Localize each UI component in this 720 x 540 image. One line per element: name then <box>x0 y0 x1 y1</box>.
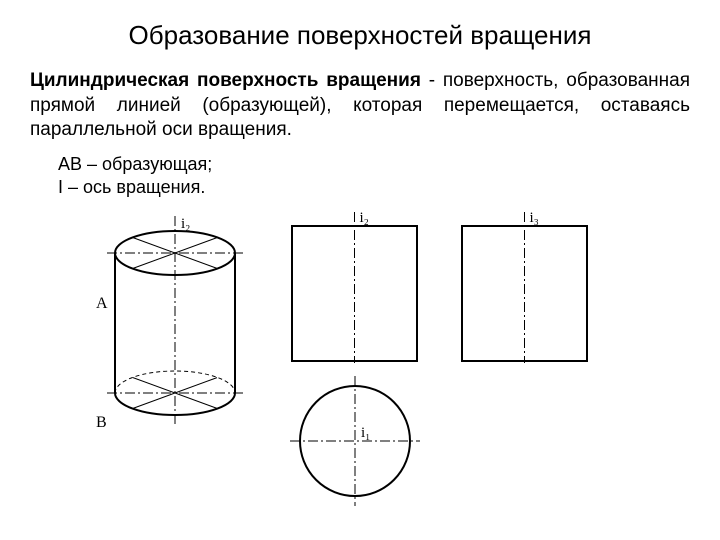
svg-text:i₂: i₂ <box>181 216 190 232</box>
rect-i2-svg: i₂ <box>280 208 430 363</box>
description: Цилиндрическая поверхность вращения - по… <box>30 69 690 143</box>
rect-i3-svg: i₃ <box>450 208 600 363</box>
cylinder-figure: i₂ A B <box>90 208 260 508</box>
page-title: Образование поверхностей вращения <box>30 20 690 51</box>
notes: АВ – образующая; I – ось вращения. <box>58 153 690 200</box>
svg-text:i₃: i₃ <box>530 210 539 226</box>
figures-container: i₂ A B i₂ i₃ i₁ <box>90 208 690 508</box>
svg-text:i₂: i₂ <box>360 210 369 226</box>
projection-rects: i₂ i₃ <box>280 208 600 363</box>
svg-text:B: B <box>96 414 107 431</box>
cylinder-svg: i₂ A B <box>90 208 260 438</box>
desc-bold: Цилиндрическая поверхность вращения <box>30 70 421 91</box>
svg-text:A: A <box>96 295 108 312</box>
right-figures: i₂ i₃ i₁ <box>280 208 600 508</box>
note-2: I – ось вращения. <box>58 176 690 199</box>
circle-i1-svg: i₁ <box>280 373 430 508</box>
note-1: АВ – образующая; <box>58 153 690 176</box>
svg-text:i₁: i₁ <box>361 425 370 441</box>
